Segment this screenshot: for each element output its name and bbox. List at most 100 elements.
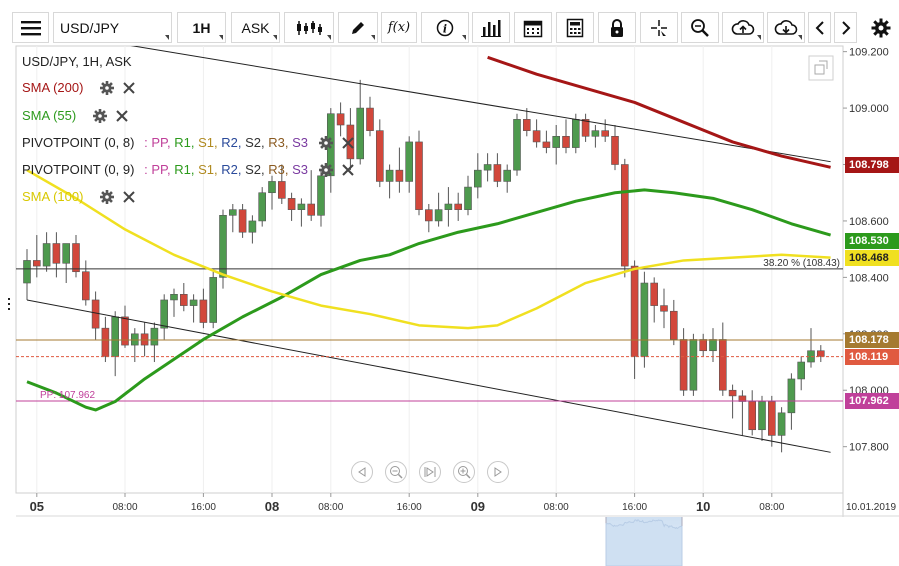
scroll-left-button[interactable]	[808, 12, 831, 43]
cloud-upload-icon	[731, 19, 755, 35]
gear-icon-tooth	[101, 110, 106, 115]
function-button[interactable]: f(x)	[381, 12, 417, 43]
close-icon[interactable]	[116, 110, 128, 122]
candle	[248, 215, 257, 244]
gear-icon-hole	[105, 195, 109, 199]
reset-view-button[interactable]	[419, 461, 441, 483]
zoom-button[interactable]	[681, 12, 719, 43]
navigator[interactable]	[16, 517, 683, 566]
function-icon: f(x)	[387, 20, 411, 35]
close-icon[interactable]	[342, 137, 354, 149]
legend-pivot2-pp: PP,	[151, 162, 171, 177]
lock-button[interactable]	[598, 12, 636, 43]
close-icon[interactable]	[123, 82, 135, 94]
zoom-in-button[interactable]	[453, 461, 475, 483]
pan-left-button[interactable]	[351, 461, 373, 483]
info-button[interactable]: i	[421, 12, 469, 43]
legend-pivot2-r3: R3,	[268, 162, 289, 177]
cloud-download-icon	[774, 19, 798, 35]
candle	[454, 192, 463, 221]
scroll-right-button[interactable]	[834, 12, 857, 43]
candle-body	[415, 141, 423, 210]
zoom-out-button[interactable]	[385, 461, 407, 483]
calculator-button[interactable]	[556, 12, 594, 43]
crosshair-button[interactable]	[640, 12, 678, 43]
candle	[816, 345, 825, 363]
candle-body	[787, 378, 796, 414]
candle-body	[307, 203, 316, 216]
expand-icon[interactable]	[808, 55, 834, 81]
gear-icon-tooth	[103, 114, 107, 118]
trend-line-lower	[26, 299, 831, 453]
price-side-select[interactable]: ASK	[231, 12, 280, 43]
drag-handle-icon[interactable]	[8, 298, 10, 310]
svg-text:i: i	[443, 22, 447, 35]
candle	[160, 294, 168, 340]
candle-body	[121, 316, 129, 346]
candle-body	[160, 299, 168, 329]
legend-pivot1-r1: R1,	[174, 135, 195, 150]
indicators-button[interactable]	[472, 12, 510, 43]
legend-pivot2-s3: S3	[292, 162, 308, 177]
gear-icon[interactable]	[93, 109, 107, 123]
close-icon[interactable]	[123, 191, 135, 203]
chevron-down-icon	[757, 35, 761, 40]
gear-icon[interactable]	[319, 163, 333, 177]
candle	[758, 395, 766, 442]
candle	[660, 288, 668, 329]
candle-body	[767, 401, 776, 436]
candle-body	[258, 192, 267, 222]
close-icon[interactable]	[342, 164, 354, 176]
gear-icon[interactable]	[100, 81, 114, 95]
menu-button[interactable]	[12, 12, 49, 43]
gear-icon[interactable]	[100, 190, 114, 204]
chevron-down-icon	[371, 35, 375, 40]
close-icon-stroke	[342, 137, 354, 149]
candle-body	[601, 130, 610, 137]
y-tick-label: 109.000	[849, 103, 889, 115]
gear-icon-tooth	[101, 82, 106, 87]
legend-pivot1-s3: S3	[292, 135, 308, 150]
draw-button[interactable]	[338, 12, 378, 43]
legend-pivot1-s1: S1,	[198, 135, 218, 150]
symbol-select[interactable]: USD/JPY	[53, 12, 172, 43]
gear-icon-hole	[98, 114, 102, 118]
candle-body	[473, 169, 482, 188]
candle-body	[101, 327, 110, 357]
pan-right-button[interactable]	[487, 461, 509, 483]
gear-icon-tooth	[98, 109, 102, 113]
legend-pivot2-label: PIVOTPOINT (0, 9)	[22, 162, 135, 177]
candle-body	[650, 282, 659, 306]
candle	[513, 113, 521, 176]
candle	[630, 260, 639, 379]
download-button[interactable]	[767, 12, 805, 43]
upload-button[interactable]	[722, 12, 764, 43]
candle	[483, 153, 492, 182]
plot-area[interactable]	[15, 45, 844, 494]
candle	[738, 390, 747, 436]
candle	[415, 130, 423, 216]
date-label: 10.01.2019	[846, 502, 896, 513]
candle-body	[493, 164, 502, 182]
gear-icon[interactable]	[319, 136, 333, 150]
draw-pencil-icon	[352, 21, 364, 34]
candle-body	[640, 282, 649, 357]
indicator-lines: 38.20 % (108.43) PP: 107.962	[16, 46, 843, 453]
gear-icon-tooth	[101, 89, 106, 94]
timeframe-select[interactable]: 1H	[177, 12, 226, 43]
candle-body	[189, 299, 198, 306]
candle-body	[689, 339, 698, 391]
candle-body	[483, 164, 492, 171]
chart-type-button[interactable]	[284, 12, 334, 43]
calendar-button[interactable]	[514, 12, 552, 43]
candle	[375, 119, 384, 188]
gear-icon-tooth	[101, 117, 106, 122]
legend-pivot2-r1: R1,	[174, 162, 195, 177]
chevron-down-icon	[165, 35, 169, 40]
candle	[199, 288, 208, 329]
triangle-right-icon	[494, 467, 502, 477]
settings-button[interactable]	[864, 12, 898, 43]
sma100-line	[26, 169, 831, 330]
legend-pivot1-sep: :	[144, 135, 148, 150]
